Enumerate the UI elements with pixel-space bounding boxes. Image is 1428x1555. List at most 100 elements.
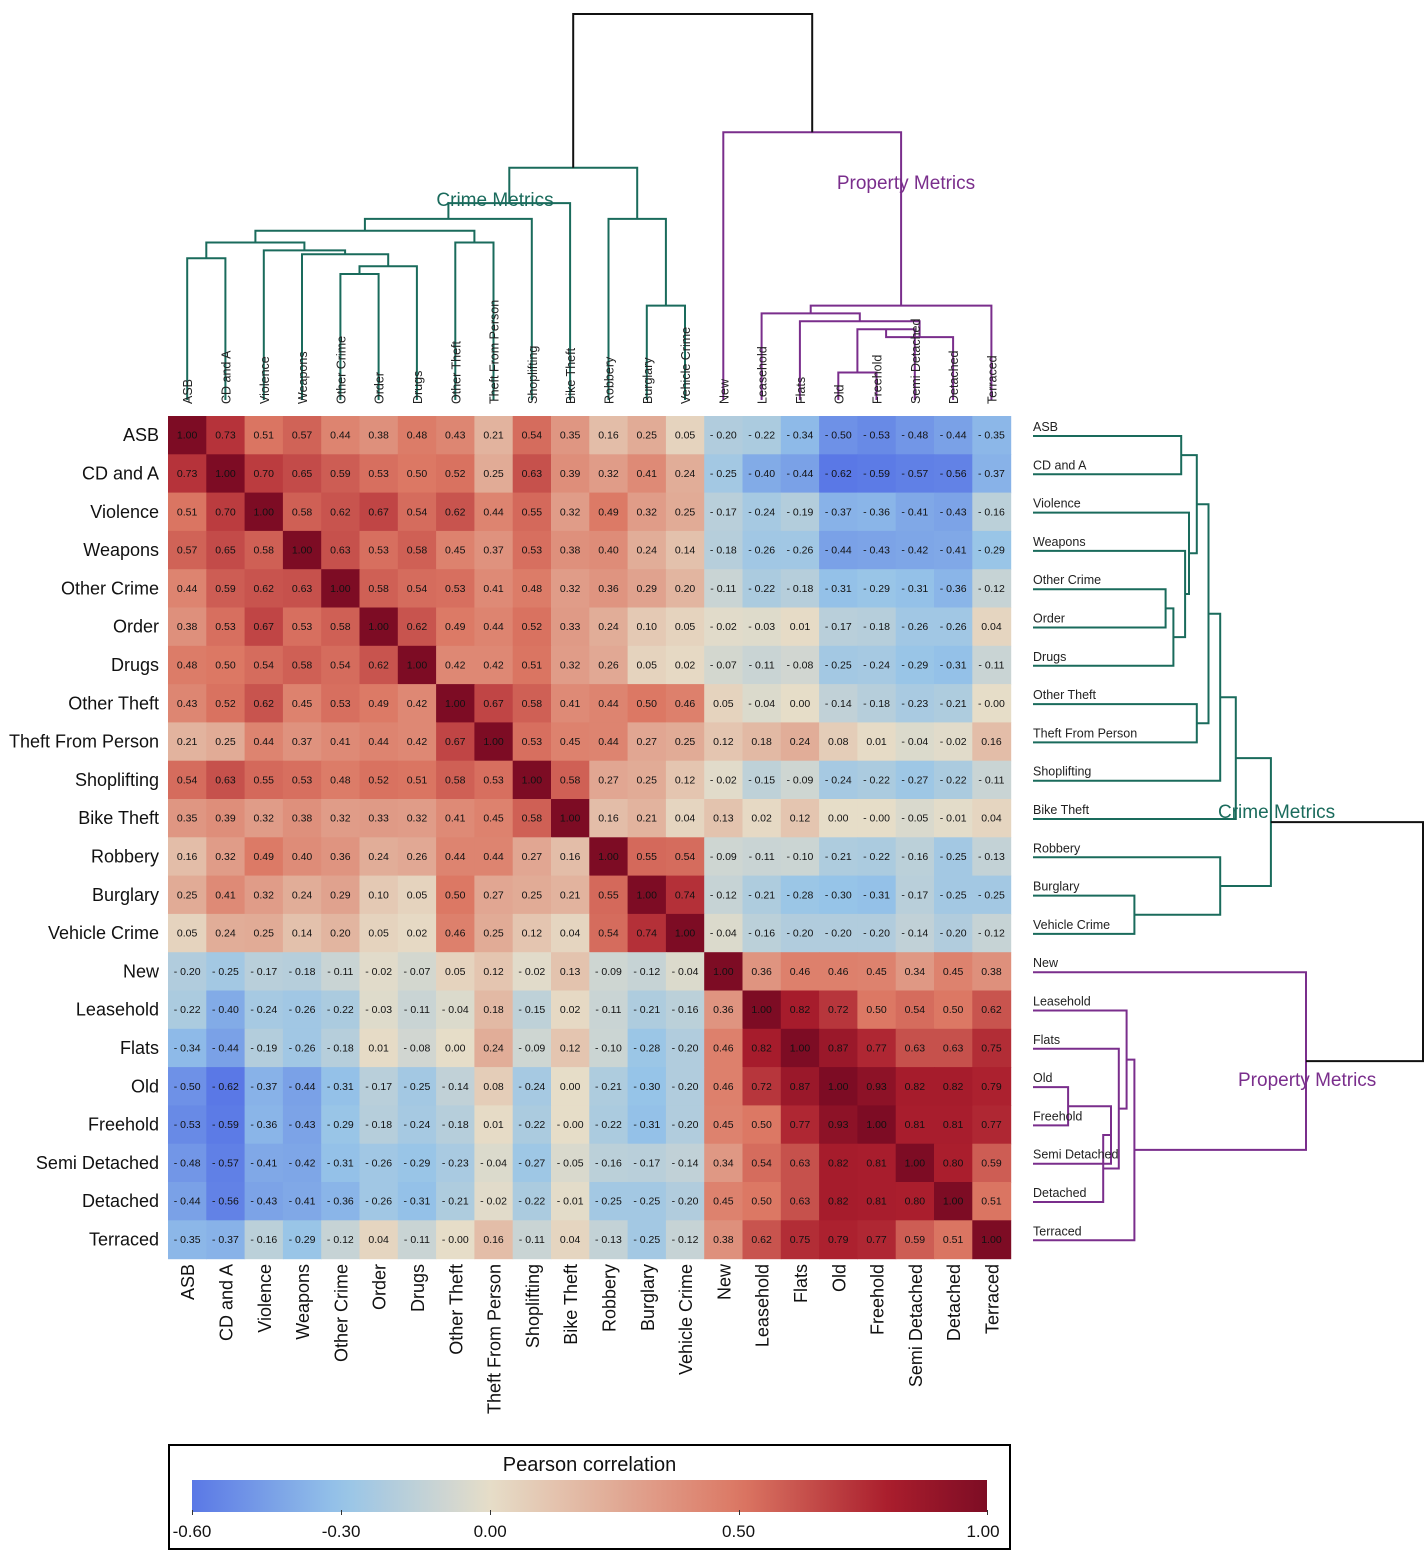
cell-value-label: 0.70 xyxy=(254,468,275,480)
heatmap-cell xyxy=(436,952,475,992)
heatmap-cell xyxy=(321,990,361,1030)
cell-value-label: 0.59 xyxy=(215,583,236,595)
heatmap-cell xyxy=(436,1105,475,1145)
cell-value-label: 0.18 xyxy=(483,1004,504,1016)
heatmap-cell xyxy=(589,1067,629,1106)
heatmap-cell xyxy=(359,1028,399,1068)
cell-value-label: - 0.04 xyxy=(901,736,928,748)
heatmap-cell xyxy=(168,990,207,1030)
heatmap-cell xyxy=(436,607,475,647)
right-dendrogram-label: Flats xyxy=(1033,1033,1060,1047)
cell-value-label: - 0.17 xyxy=(901,889,928,901)
crime-metrics-right-label: Crime Metrics xyxy=(1218,802,1335,823)
heatmap-cell xyxy=(934,799,973,838)
cell-value-label: - 0.09 xyxy=(595,966,622,978)
heatmap-cell xyxy=(512,760,552,800)
cell-value-label: - 0.24 xyxy=(518,1081,545,1093)
cell-value-label: - 0.11 xyxy=(710,583,736,595)
cell-value-label: 0.48 xyxy=(407,430,428,442)
heatmap-cell xyxy=(895,760,935,800)
cell-value-label: 0.70 xyxy=(215,506,236,518)
heatmap-cell xyxy=(819,799,858,838)
cell-value-label: - 0.57 xyxy=(212,1157,239,1169)
heatmap-cell xyxy=(742,799,782,838)
cell-value-label: 0.43 xyxy=(177,698,198,710)
heatmap-cell xyxy=(665,760,705,800)
heatmap-cell xyxy=(168,607,207,647)
row-label-old: Old xyxy=(131,1076,159,1096)
cell-value-label: 0.02 xyxy=(675,659,696,671)
cell-value-label: 0.52 xyxy=(522,621,543,633)
cell-value-label: 0.05 xyxy=(675,621,696,633)
cell-value-label: - 0.02 xyxy=(518,966,545,978)
cell-value-label: 0.53 xyxy=(330,698,351,710)
cell-value-label: - 0.20 xyxy=(174,966,201,978)
cell-value-label: 0.08 xyxy=(483,1081,504,1093)
heatmap-cell xyxy=(857,454,897,494)
heatmap-cell xyxy=(436,492,475,532)
heatmap-cell xyxy=(704,990,744,1030)
heatmap-cell xyxy=(704,1067,744,1106)
cell-value-label: 0.36 xyxy=(330,851,351,863)
heatmap-cell xyxy=(359,1220,399,1260)
cell-value-label: 0.87 xyxy=(790,1081,811,1093)
heatmap-cell xyxy=(780,416,820,455)
cell-value-label: - 0.25 xyxy=(710,468,737,480)
heatmap-cell xyxy=(589,1143,629,1183)
cell-value-label: - 0.15 xyxy=(518,1004,545,1016)
cell-value-label: 0.12 xyxy=(790,813,811,825)
heatmap-cell xyxy=(244,569,284,609)
cell-value-label: - 0.12 xyxy=(978,583,1005,595)
cell-value-label: 0.54 xyxy=(675,851,696,863)
heatmap-cell xyxy=(168,913,207,953)
heatmap-cell xyxy=(206,492,246,532)
cell-value-label: 1.00 xyxy=(483,736,504,748)
heatmap-cell xyxy=(857,913,897,953)
cell-value-label: 1.00 xyxy=(905,1157,926,1169)
cell-value-label: - 0.19 xyxy=(250,1042,277,1054)
heatmap-cell xyxy=(857,607,897,647)
heatmap-cell xyxy=(704,760,744,800)
cell-value-label: - 0.25 xyxy=(978,889,1005,901)
column-label-vehicle-crime: Vehicle Crime xyxy=(676,1264,696,1375)
heatmap-cell xyxy=(895,722,935,762)
cell-value-label: 0.24 xyxy=(483,1042,504,1054)
cell-value-label: 0.44 xyxy=(598,698,619,710)
heatmap-cell xyxy=(436,875,475,915)
cell-value-label: - 0.11 xyxy=(595,1004,621,1016)
cell-value-label: 0.62 xyxy=(254,698,275,710)
heatmap-cell xyxy=(665,722,705,762)
heatmap-cell xyxy=(206,760,246,800)
cell-value-label: 0.53 xyxy=(368,545,389,557)
heatmap-cell xyxy=(780,799,820,838)
heatmap-cell xyxy=(436,1220,475,1260)
cell-value-label: 0.59 xyxy=(905,1234,926,1246)
heatmap-cell xyxy=(474,837,514,877)
heatmap-cell xyxy=(321,569,361,609)
cell-value-label: 0.49 xyxy=(254,851,275,863)
colorbar-tick-mark xyxy=(490,1510,492,1515)
cell-value-label: - 0.22 xyxy=(327,1004,354,1016)
cell-value-label: 0.32 xyxy=(560,659,581,671)
cell-value-label: 0.77 xyxy=(866,1042,887,1054)
cell-value-label: - 0.09 xyxy=(710,851,737,863)
right-dendrogram-link xyxy=(1270,821,1424,1063)
cell-value-label: 0.21 xyxy=(637,813,658,825)
heatmap-cell xyxy=(168,875,207,915)
cell-value-label: 1.00 xyxy=(751,1004,772,1016)
cell-value-label: - 0.62 xyxy=(212,1081,239,1093)
heatmap-cell xyxy=(895,416,935,455)
colorbar-tick-mark xyxy=(738,1510,740,1515)
cell-value-label: - 0.21 xyxy=(595,1081,622,1093)
heatmap-cell xyxy=(704,454,744,494)
heatmap-cell xyxy=(704,1028,744,1068)
heatmap-cell xyxy=(206,1067,246,1106)
heatmap-cell xyxy=(780,1067,820,1106)
column-label-semi-detached: Semi Detached xyxy=(906,1264,926,1387)
cell-value-label: - 0.11 xyxy=(978,774,1004,786)
heatmap-cell xyxy=(857,684,897,723)
top-dendrogram-link xyxy=(358,265,418,400)
cell-value-label: - 0.17 xyxy=(825,621,852,633)
heatmap-cell xyxy=(206,1143,246,1183)
cell-value-label: 0.81 xyxy=(866,1157,887,1169)
